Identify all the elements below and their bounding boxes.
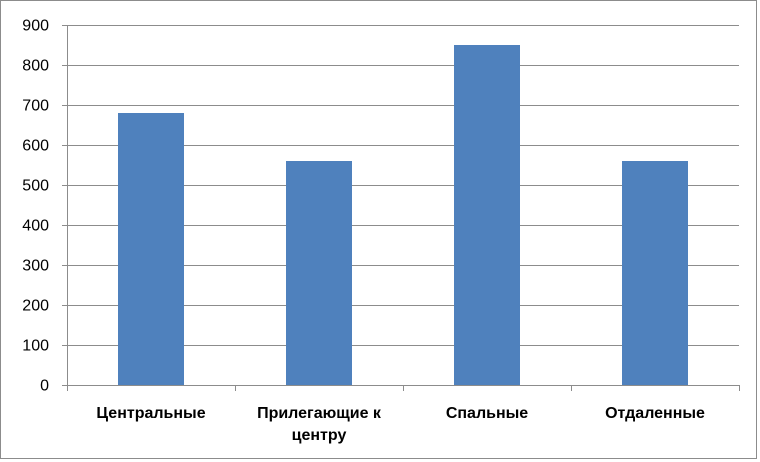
x-category-label: Спальные — [446, 405, 528, 422]
y-tick-label: 300 — [22, 258, 49, 275]
y-tick-label: 500 — [22, 178, 49, 195]
bar-2 — [286, 161, 352, 385]
x-category-label: Центральные — [96, 405, 205, 422]
x-category-label-line: центру — [292, 427, 347, 444]
y-tick-label: 800 — [22, 58, 49, 75]
x-category-labels: Центральные Прилегающие к центру Спальные От… — [96, 405, 705, 444]
y-tick-label: 700 — [22, 98, 49, 115]
y-tick-label: 600 — [22, 138, 49, 155]
y-tick-label: 0 — [40, 378, 49, 395]
x-category-label: Прилегающие к центру — [257, 405, 382, 444]
y-tick-label: 900 — [22, 18, 49, 35]
y-tick-label: 100 — [22, 338, 49, 355]
x-category-label-line: Центральные — [96, 405, 205, 422]
y-tick-labels: 0 100 200 300 400 500 600 700 800 900 — [22, 18, 49, 395]
bar-1 — [118, 113, 184, 385]
y-tick-label: 200 — [22, 298, 49, 315]
bar-4 — [622, 161, 688, 385]
x-category-label-line: Отдаленные — [605, 405, 705, 422]
x-category-label: Отдаленные — [605, 405, 705, 422]
x-category-label-line: Прилегающие к — [257, 405, 382, 422]
axes — [62, 25, 740, 391]
bar-3 — [454, 45, 520, 385]
y-tick-label: 400 — [22, 218, 49, 235]
bars — [118, 45, 688, 385]
x-category-label-line: Спальные — [446, 405, 528, 422]
